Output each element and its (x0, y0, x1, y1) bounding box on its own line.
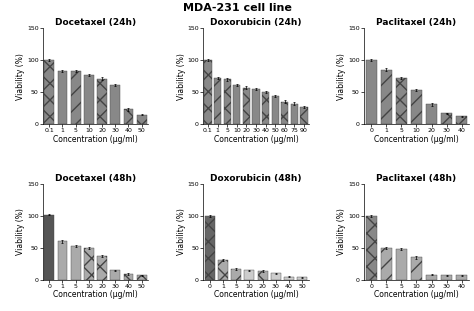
Bar (97, 79, 107, 124)
Bar (262, 92, 269, 124)
Bar (426, 104, 437, 124)
Bar (272, 96, 279, 124)
Bar (456, 276, 467, 280)
Bar (110, 85, 120, 124)
Bar (396, 249, 407, 280)
Bar (365, 216, 377, 280)
Bar (257, 271, 267, 280)
Bar (124, 109, 133, 124)
Y-axis label: Viability (%): Viability (%) (177, 53, 186, 100)
Title: Paclitaxel (48h): Paclitaxel (48h) (376, 174, 456, 183)
Bar (44, 215, 54, 280)
Bar (233, 85, 240, 124)
Bar (71, 246, 81, 280)
Bar (381, 248, 392, 280)
Bar (243, 88, 250, 124)
Bar (291, 104, 298, 124)
Bar (252, 89, 260, 124)
Bar (57, 71, 67, 124)
Bar (426, 275, 437, 280)
Title: Doxorubicin (24h): Doxorubicin (24h) (210, 18, 302, 27)
Bar (57, 241, 67, 280)
Y-axis label: Viability (%): Viability (%) (17, 53, 26, 100)
Bar (204, 60, 211, 124)
Title: Doxorubicin (48h): Doxorubicin (48h) (210, 174, 302, 183)
Bar (411, 90, 422, 124)
X-axis label: Concentration (μg/ml): Concentration (μg/ml) (214, 135, 298, 144)
Bar (137, 114, 146, 124)
Bar (218, 260, 228, 280)
Bar (245, 270, 255, 280)
Title: Docetaxel (24h): Docetaxel (24h) (55, 18, 136, 27)
Bar (97, 256, 107, 280)
Bar (71, 71, 81, 124)
Bar (301, 107, 308, 124)
Bar (214, 78, 221, 124)
Y-axis label: Viability (%): Viability (%) (177, 208, 186, 255)
X-axis label: Concentration (μg/ml): Concentration (μg/ml) (374, 290, 459, 299)
Title: Docetaxel (48h): Docetaxel (48h) (55, 174, 136, 183)
Y-axis label: Viability (%): Viability (%) (337, 53, 346, 100)
Text: MDA-231 cell line: MDA-231 cell line (182, 3, 292, 13)
X-axis label: Concentration (μg/ml): Concentration (μg/ml) (374, 135, 459, 144)
Bar (231, 269, 241, 280)
Bar (456, 116, 467, 124)
Bar (284, 277, 294, 280)
Bar (137, 276, 146, 280)
Bar (441, 276, 452, 280)
X-axis label: Concentration (μg/ml): Concentration (μg/ml) (53, 290, 138, 299)
Bar (124, 274, 133, 280)
Bar (205, 216, 215, 280)
Y-axis label: Viability (%): Viability (%) (17, 208, 26, 255)
Bar (396, 78, 407, 124)
Bar (281, 102, 288, 124)
Bar (84, 75, 94, 124)
Bar (441, 113, 452, 124)
Bar (297, 277, 307, 280)
Bar (271, 273, 281, 280)
Bar (84, 248, 94, 280)
Bar (44, 60, 54, 124)
Bar (224, 79, 231, 124)
X-axis label: Concentration (μg/ml): Concentration (μg/ml) (53, 135, 138, 144)
Bar (381, 70, 392, 124)
Bar (411, 258, 422, 280)
Y-axis label: Viability (%): Viability (%) (337, 208, 346, 255)
Title: Paclitaxel (24h): Paclitaxel (24h) (376, 18, 456, 27)
X-axis label: Concentration (μg/ml): Concentration (μg/ml) (214, 290, 298, 299)
Bar (365, 60, 377, 124)
Bar (110, 270, 120, 280)
